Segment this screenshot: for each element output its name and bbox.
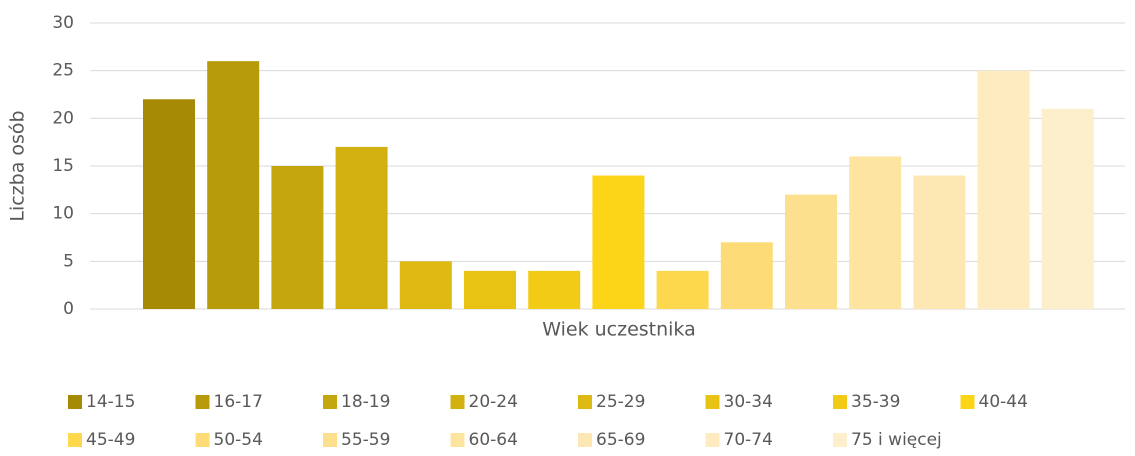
legend-label: 50-54 — [214, 430, 263, 450]
bar — [720, 242, 773, 309]
y-axis-title: Liczba osób — [7, 110, 29, 221]
legend-swatch — [705, 395, 720, 409]
bar — [785, 194, 837, 309]
legend-label: 14-15 — [86, 392, 135, 412]
legend-label: 65-69 — [596, 430, 645, 450]
legend-label: 30-34 — [724, 392, 773, 412]
bar — [1041, 108, 1094, 309]
legend-label: 60-64 — [469, 430, 518, 450]
y-tick-label: 15 — [52, 156, 74, 176]
legend-swatch — [833, 395, 847, 409]
legend-label: 35-39 — [851, 392, 900, 412]
bar — [399, 261, 452, 309]
bar — [592, 175, 645, 309]
y-tick-label: 5 — [63, 251, 74, 271]
bar — [849, 156, 902, 309]
legend-swatch — [195, 395, 210, 409]
legend-swatch — [578, 433, 592, 447]
legend-swatch — [833, 433, 847, 447]
y-tick-label: 20 — [52, 108, 74, 128]
bar — [143, 99, 195, 310]
legend-label: 70-74 — [724, 430, 773, 450]
bar — [528, 270, 581, 309]
y-tick-label: 10 — [52, 204, 74, 224]
bar — [977, 70, 1030, 310]
legend-label: 25-29 — [596, 392, 645, 412]
bar — [271, 166, 324, 309]
bar — [464, 270, 516, 309]
bar — [335, 146, 388, 309]
legend-label: 20-24 — [469, 392, 518, 412]
x-axis-title: Wiek uczestnika — [542, 319, 696, 341]
legend-label: 75 i więcej — [851, 430, 942, 450]
legend-swatch — [323, 433, 337, 447]
legend-swatch — [450, 433, 465, 447]
legend-label: 40-44 — [979, 392, 1028, 412]
legend-label: 55-59 — [341, 430, 390, 450]
legend-swatch — [323, 395, 337, 409]
legend-swatch — [578, 395, 592, 409]
legend-label: 18-19 — [341, 392, 390, 412]
y-tick-label: 25 — [52, 61, 74, 81]
legend-swatch — [450, 395, 465, 409]
legend-label: 45-49 — [86, 430, 135, 450]
legend-swatch — [960, 395, 975, 409]
y-tick-label: 30 — [52, 13, 74, 33]
legend-label: 16-17 — [214, 392, 263, 412]
legend-swatch — [68, 433, 82, 447]
bar — [207, 61, 260, 310]
bar — [913, 175, 966, 309]
legend-swatch — [68, 395, 82, 409]
legend-swatch — [705, 433, 720, 447]
legend-swatch — [195, 433, 210, 447]
bar — [656, 270, 709, 309]
y-tick-label: 0 — [63, 299, 74, 319]
